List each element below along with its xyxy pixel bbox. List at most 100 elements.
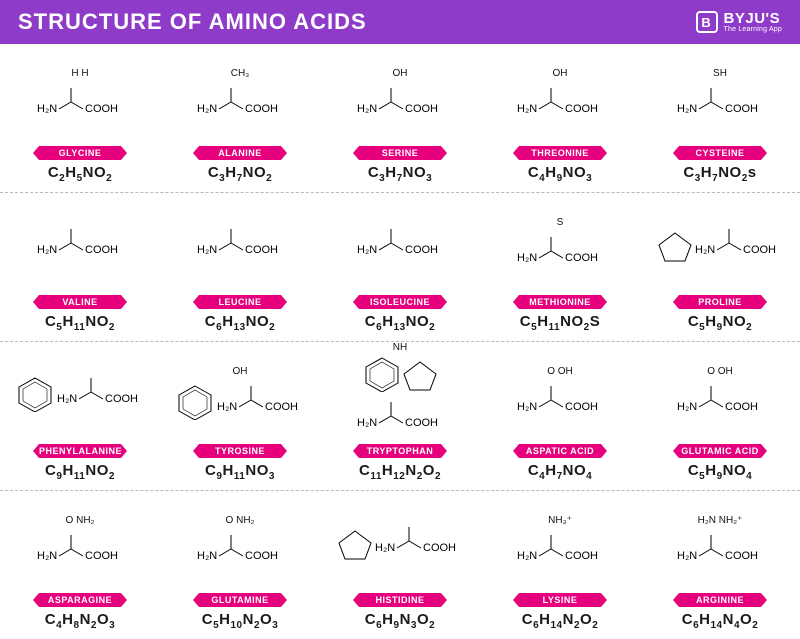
amino-acid-cell: SHH₂NCOOHCYSTEINEC3H7NO2s [640,44,800,192]
svg-text:H₂N: H₂N [357,103,377,115]
molecular-formula: C6H14N2O2 [522,611,599,631]
amino-acid-name-badge: GLYCINE [39,146,121,160]
amino-acid-grid: H HH₂NCOOHGLYCINEC2H5NO2CH₃H₂NCOOHALANIN… [0,44,800,639]
molecular-formula: C6H14N4O2 [682,611,759,631]
amino-acid-cell: SH₂NCOOH METHIONINE C5H11NO2S [480,193,640,341]
svg-text:H₂N: H₂N [677,550,697,562]
svg-text:COOH: COOH [405,417,438,429]
structure-diagram: O NH₂H₂NCOOH [4,497,156,589]
svg-text:COOH: COOH [245,550,278,562]
molecular-formula: C4H8N2O3 [45,611,115,631]
svg-text:COOH: COOH [405,103,438,115]
molecular-formula: C6H13NO2 [205,313,275,333]
svg-text:H₂N: H₂N [197,550,217,562]
svg-text:H₂N: H₂N [677,103,697,115]
svg-text:H₂N: H₂N [197,244,217,256]
svg-text:H₂N: H₂N [517,252,537,264]
molecular-formula: C5H11NO2 [45,313,115,333]
svg-text:H₂N: H₂N [677,401,697,413]
svg-text:COOH: COOH [85,244,118,256]
amino-acid-cell: H₂N COOH VALINE C5H11NO2 [0,193,160,341]
amino-acid-cell: OHH₂NCOOHTHREONINEC4H9NO3 [480,44,640,192]
grid-row: H₂N COOH VALINE C5H11NO2 H₂N COOH LEUCINE C6H13… [0,193,800,342]
svg-text:COOH: COOH [105,393,138,405]
logo-name: BYJU'S [724,11,782,26]
svg-text:COOH: COOH [565,103,598,115]
amino-acid-cell: CH₃H₂NCOOH ALANINE C3H7NO2 [160,44,320,192]
amino-acid-name-badge: PHENYLALANINE [39,444,121,458]
amino-acid-cell: H₂N COOH PHENYLALANINE C9H11NO2 [0,342,160,490]
amino-acid-name-badge: SERINE [359,146,441,160]
amino-acid-cell: H₂N COOH LEUCINE C6H13NO2 [160,193,320,341]
structure-diagram: OHH₂NCOOH [324,50,476,142]
amino-acid-cell: H₂N COOH ISOLEUCINE C6H13NO2 [320,193,480,341]
amino-acid-name-badge: LEUCINE [199,295,281,309]
amino-acid-name-badge: METHIONINE [519,295,601,309]
svg-text:H₂N: H₂N [695,244,715,256]
svg-text:H₂N: H₂N [37,244,57,256]
svg-text:H₂N: H₂N [57,393,77,405]
svg-text:H₂N: H₂N [357,244,377,256]
amino-acid-name-badge: LYSINE [519,593,601,607]
amino-acid-cell: O NH₂H₂NCOOHGLUTAMINEC5H10N2O3 [160,491,320,639]
molecular-formula: C9H11NO2 [45,462,115,482]
amino-acid-cell: H HH₂NCOOHGLYCINEC2H5NO2 [0,44,160,192]
structure-diagram: CH₃H₂NCOOH [164,50,316,142]
svg-text:H₂N: H₂N [37,103,57,115]
structure-diagram: OHH₂NCOOH [164,348,316,440]
molecular-formula: C4H7NO4 [528,462,592,482]
svg-text:H₂N: H₂N [217,401,237,413]
svg-text:COOH: COOH [265,401,298,413]
svg-text:COOH: COOH [725,550,758,562]
svg-text:COOH: COOH [405,244,438,256]
svg-text:H₂N: H₂N [37,550,57,562]
amino-acid-name-badge: GLUTAMINE [199,593,281,607]
amino-acid-name-badge: TYROSINE [199,444,281,458]
svg-text:H₂N: H₂N [517,401,537,413]
amino-acid-name-badge: VALINE [39,295,121,309]
structure-diagram: SH₂NCOOH [484,199,636,291]
structure-diagram: H₂N COOH [644,199,796,291]
molecular-formula: C6H13NO2 [365,313,435,333]
svg-text:H₂N: H₂N [517,103,537,115]
svg-text:COOH: COOH [245,244,278,256]
molecular-formula: C5H9NO2 [688,313,752,333]
svg-text:COOH: COOH [245,103,278,115]
molecular-formula: C4H9NO3 [528,164,592,184]
structure-diagram: H₂N COOH [4,199,156,291]
molecular-formula: C2H5NO2 [48,164,112,184]
structure-diagram: H₂N COOH [4,348,156,440]
logo-tagline: The Learning App [724,26,782,33]
molecular-formula: C3H7NO2 [208,164,272,184]
amino-acid-name-badge: HISTIDINE [359,593,441,607]
amino-acid-name-badge: PROLINE [679,295,761,309]
svg-text:COOH: COOH [85,103,118,115]
grid-row: O NH₂H₂NCOOHASPARAGINEC4H8N2O3O NH₂H₂NCO… [0,491,800,639]
amino-acid-name-badge: ARGININE [679,593,761,607]
structure-diagram: O OHH₂NCOOH [644,348,796,440]
amino-acid-cell: H₂N COOH PROLINE C5H9NO2 [640,193,800,341]
svg-text:COOH: COOH [85,550,118,562]
molecular-formula: C11H12N2O2 [359,462,441,482]
amino-acid-cell: OHH₂NCOOHTYROSINEC9H11NO3 [160,342,320,490]
svg-text:COOH: COOH [743,244,776,256]
svg-text:H₂N: H₂N [375,542,395,554]
page-header: STRUCTURE OF AMINO ACIDS B BYJU'S The Le… [0,0,800,44]
molecular-formula: C9H11NO3 [205,462,275,482]
structure-diagram: O NH₂H₂NCOOH [164,497,316,589]
amino-acid-name-badge: ISOLEUCINE [359,295,441,309]
amino-acid-name-badge: ALANINE [199,146,281,160]
page-title: STRUCTURE OF AMINO ACIDS [18,9,367,35]
amino-acid-cell: O OHH₂NCOOHASPATIC ACIDC4H7NO4 [480,342,640,490]
amino-acid-name-badge: GLUTAMIC ACID [679,444,761,458]
structure-diagram: NHH₂NCOOH [324,341,476,440]
molecular-formula: C5H11NO2S [520,313,600,333]
svg-text:COOH: COOH [725,401,758,413]
amino-acid-cell: NHH₂NCOOHTRYPTOPHANC11H12N2O2 [320,342,480,490]
grid-row: H HH₂NCOOHGLYCINEC2H5NO2CH₃H₂NCOOHALANIN… [0,44,800,193]
svg-text:COOH: COOH [423,542,456,554]
amino-acid-cell: H₂N NH₂⁺H₂NCOOHARGININEC6H14N4O2 [640,491,800,639]
structure-diagram: H HH₂NCOOH [4,50,156,142]
molecular-formula: C3H7NO2s [683,164,756,184]
structure-diagram: H₂N NH₂⁺H₂NCOOH [644,497,796,589]
